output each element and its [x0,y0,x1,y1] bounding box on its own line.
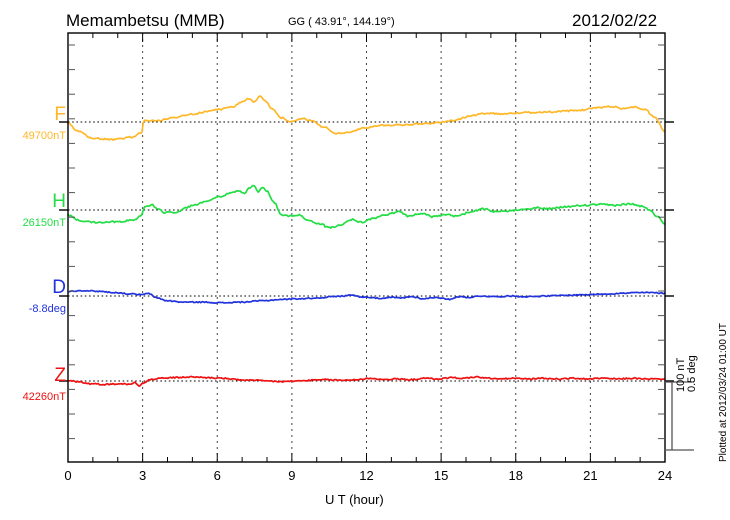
trace-d [67,289,666,304]
component-baseline-h: 26150nT [22,217,66,229]
trace-f [67,95,666,142]
component-label-f: F [54,104,66,125]
scale-bar-deg: 0.5 deg [686,355,698,392]
x-tick-0: 0 [64,468,72,483]
x-tick-24: 24 [657,468,673,483]
x-axis-title: U T (hour) [325,492,384,507]
scale-bar-label: 100 nT 0.5 deg [675,355,698,392]
station-title: Memambetsu (MMB) [66,11,225,30]
component-label-z: Z [54,365,66,386]
plotted-timestamp: Plotted at 2012/03/24 01:00 UT [718,323,729,462]
x-tick-3: 3 [139,468,147,483]
x-tick-18: 18 [508,468,523,483]
x-tick-21: 21 [583,468,598,483]
grid-layer [142,33,591,462]
x-tick-12: 12 [359,468,374,483]
x-tick-15: 15 [433,468,449,483]
trace-z [67,375,666,388]
component-baseline-z: 42260nT [22,391,66,403]
plot-frame [67,32,666,463]
component-baseline-d: -8.8deg [28,303,66,315]
component-baseline-f: 49700nT [22,130,66,142]
scale-bar [664,381,694,451]
geographic-coordinates: GG ( 43.91°, 144.19°) [288,16,395,28]
component-label-d: D [52,277,66,298]
component-label-h: H [52,191,66,212]
x-tick-6: 6 [213,468,221,483]
trace-h [67,184,666,229]
observation-date: 2012/02/22 [572,11,658,30]
trace-layer [67,95,666,388]
x-tick-9: 9 [288,468,296,483]
